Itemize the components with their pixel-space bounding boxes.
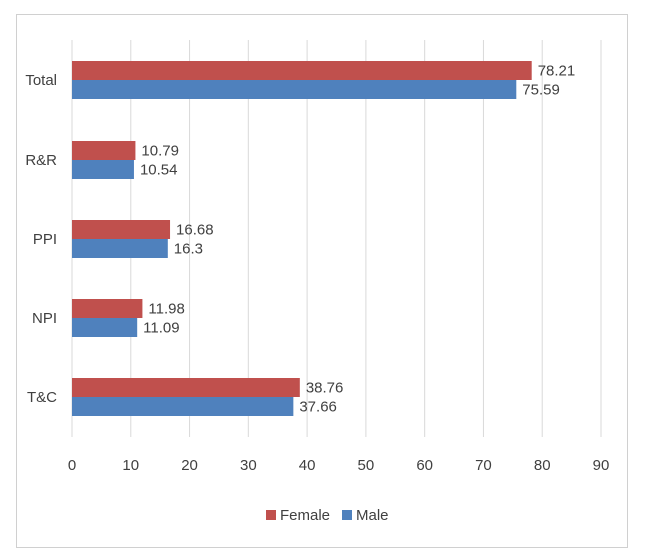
category-label: T&C [27,389,57,406]
data-label-female: 38.76 [306,380,344,397]
data-label-female: 11.98 [148,301,184,318]
data-label-male: 16.3 [174,241,203,258]
legend-swatch-male [342,510,352,520]
bar-female [72,220,171,239]
legend-label-male: Male [356,507,389,524]
bar-male [72,318,138,337]
legend-label-female: Female [280,507,330,524]
legend-swatch-female [266,510,276,520]
x-tick-label-40: 40 [299,457,316,474]
data-label-male: 37.66 [299,399,337,416]
bar-male [72,160,134,179]
category-label: NPI [32,310,57,327]
bar-male [72,80,517,99]
bar-female [72,61,532,80]
data-label-female: 10.79 [141,143,179,160]
category-label: Total [25,72,57,89]
x-tick-label-0: 0 [68,457,76,474]
chart-frame [16,14,628,548]
bar-female [72,378,300,397]
bar-female [72,299,143,318]
x-tick-label-70: 70 [475,457,492,474]
x-tick-label-20: 20 [181,457,198,474]
x-tick-label-80: 80 [534,457,551,474]
data-label-male: 11.09 [143,320,179,337]
x-tick-label-90: 90 [593,457,610,474]
x-tick-label-10: 10 [122,457,139,474]
data-label-male: 10.54 [140,162,178,179]
category-label: PPI [33,231,57,248]
data-label-male: 75.59 [522,82,560,99]
bar-male [72,239,168,258]
x-tick-label-30: 30 [240,457,257,474]
x-tick-label-50: 50 [358,457,375,474]
bar-male [72,397,294,416]
category-label: R&R [25,152,57,169]
x-tick-label-60: 60 [416,457,433,474]
bar-female [72,141,136,160]
data-label-female: 78.21 [538,63,576,80]
data-label-female: 16.68 [176,222,214,239]
